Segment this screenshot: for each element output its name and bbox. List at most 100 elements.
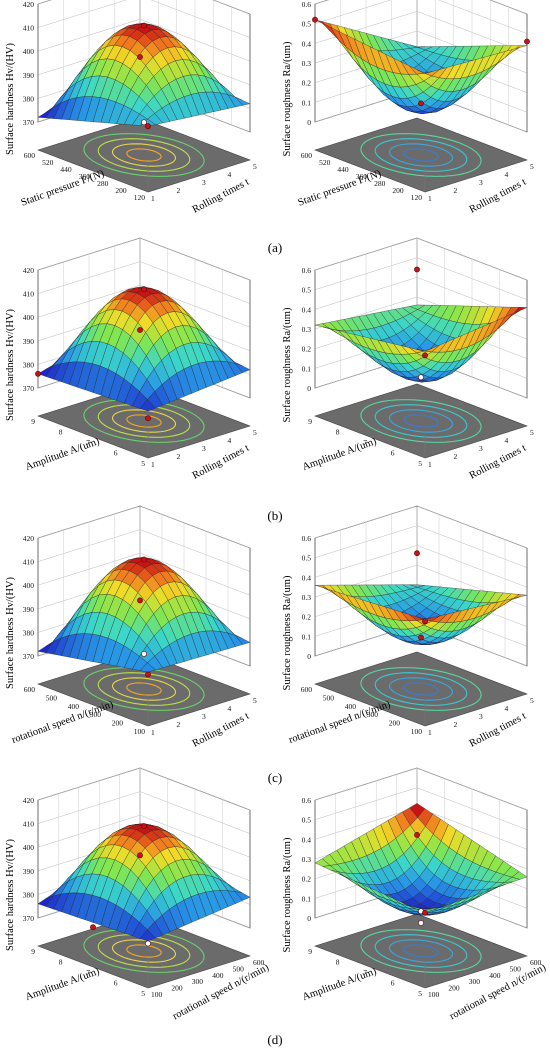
design-point [418,634,424,641]
contour-line [403,682,439,696]
x-tick-label: 500 [46,693,58,702]
contour-line [374,138,468,172]
contour-line [360,667,482,711]
z-tick-label: 400 [23,313,35,322]
surface-mesh [314,584,528,645]
contour-line [374,934,468,968]
design-point [141,823,147,830]
z-tick-label: 0.3 [302,325,312,334]
panel-label-c: (c) [268,770,282,785]
design-point [141,22,147,29]
surface-chart-2: 0 0.1 0.2 0.3 0.4 0.5 0.6 120 200 280 360 440 520 600… [282,0,534,216]
x-tick-label: 600 [24,685,36,694]
z-tick-label: 370 [23,914,35,923]
x-tick-label: 120 [134,193,146,202]
y-tick-label: 1 [151,194,155,203]
z-tick-label: 0.3 [302,593,312,602]
z-tick-label: 400 [23,47,35,56]
y-tick-label: 2 [454,186,458,195]
z-tick-label: 0.2 [302,79,312,88]
z-tick-label: 0.2 [302,875,312,884]
x-tick-label: 200 [112,719,124,728]
x-tick-label: 300 [90,710,102,719]
x-tick-label: 440 [337,165,349,174]
contour-line [126,682,162,696]
x-tick-label: 6 [391,449,395,458]
design-point [137,54,143,60]
y-tick-label: 200 [171,984,183,993]
x-tick-label: 5 [141,459,145,468]
y-tick-label: 4 [228,436,232,445]
y-tick-label: 4 [228,170,232,179]
z-axis-label: Surface roughness Ra/(um) [282,575,293,690]
z-tick-label: 390 [23,605,35,614]
contour-line [360,929,482,973]
contour-line [403,148,439,162]
contour-line [388,677,454,701]
wall-grid-line [314,0,528,15]
z-axis-label: Surface hardness Hv/(HV) [5,43,16,155]
z-tick-label: 0.4 [302,835,312,844]
z-tick-label: 0 [307,384,311,393]
y-tick-label: 4 [505,436,509,445]
z-tick-label: 380 [23,94,35,103]
y-tick-label: 400 [489,971,501,980]
z-axis-label: Surface hardness Hv/(HV) [5,839,16,951]
y-tick-label: 2 [454,452,458,461]
surface-cell [139,399,156,412]
contour-line [360,399,482,443]
wall-grid-line [37,505,251,549]
z-tick-label: 0.1 [302,98,312,107]
x-tick-label: 200 [389,719,401,728]
y-tick-label: 5 [253,428,257,437]
x-axis-label: rotational speed n/(r/min) [287,699,392,746]
surface-chart-4: 0 0.1 0.2 0.3 0.4 0.5 0.6 5 6 7 8 9 1 2 3 4 5 Surface rou… [282,237,534,482]
x-tick-label: 600 [301,685,313,694]
y-axis-label: Rolling times t [468,177,528,216]
contour-floor [314,383,528,459]
y-tick-label: 3 [202,178,206,187]
y-tick-label: 1 [428,460,432,469]
x-tick-label: 8 [336,958,340,967]
wall-grid-line [37,237,251,281]
x-tick-label: 100 [411,727,423,736]
y-tick-label: 100 [428,990,440,999]
y-tick-label: 200 [448,984,460,993]
contour-line [111,143,177,167]
y-tick-label: 5 [530,428,534,437]
y-tick-label: 4 [228,704,232,713]
panel-label-b: (b) [267,508,282,523]
contour-line [388,143,454,167]
z-tick-label: 0.3 [302,59,312,68]
design-point [141,119,147,126]
contour-line [126,148,162,162]
z-tick-label: 0.4 [302,573,312,582]
z-tick-label: 0.6 [302,0,312,9]
design-point [137,597,143,604]
x-tick-label: 400 [345,702,357,711]
x-tick-label: 7 [363,968,367,977]
surface-mesh [37,23,251,127]
contour-line [97,138,191,172]
surface-mesh [37,286,251,412]
contour-line [374,672,468,706]
design-point [524,38,530,45]
contour-line [83,133,205,177]
design-point [414,550,420,557]
x-tick-label: 280 [97,179,109,188]
x-tick-label: 6 [114,449,118,458]
z-tick-label: 0.2 [302,613,312,622]
contour-line [360,133,482,177]
z-tick-label: 400 [23,843,35,852]
z-tick-label: 0.4 [302,305,312,314]
x-axis-label: Static pressure F/(N) [297,168,383,208]
z-tick-label: 420 [23,266,35,275]
z-axis-label: Surface hardness Hv/(HV) [5,577,16,689]
design-point [418,100,424,107]
z-tick-label: 400 [23,581,35,590]
z-tick-label: 0.6 [302,266,312,275]
surface-cell [139,929,156,942]
x-tick-label: 9 [31,417,35,426]
y-axis-label: Rolling times t [468,443,528,482]
surface-mesh [37,557,251,673]
